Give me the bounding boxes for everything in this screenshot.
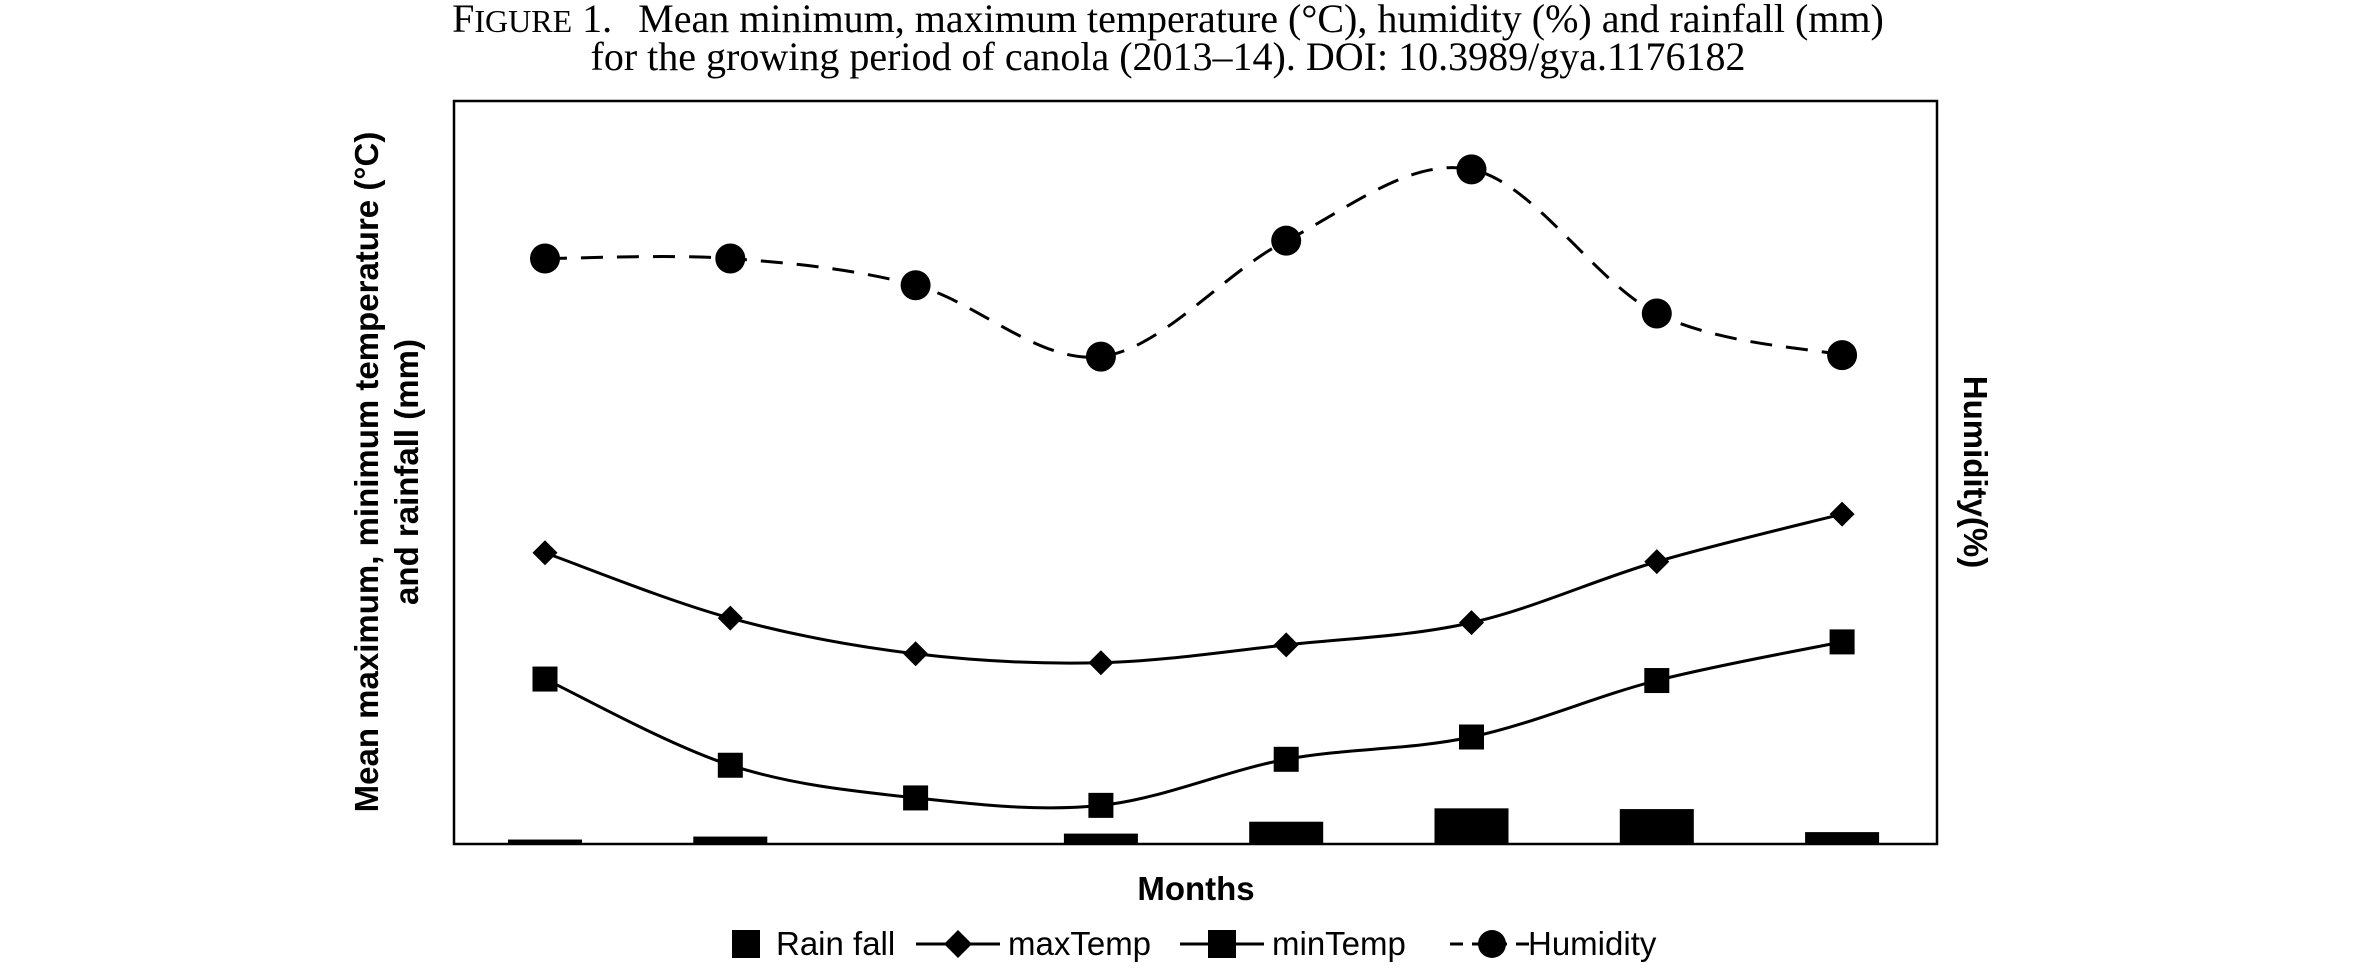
rain-fall-bar [1434, 808, 1509, 844]
maxtemp-point [1088, 650, 1114, 676]
y-axis-label-left-line2: and rainfall (mm) [388, 339, 425, 605]
rain-fall-bar [1619, 809, 1694, 844]
mintemp-point [1273, 746, 1299, 772]
x-axis-label: Months [1137, 870, 1254, 907]
rain-fall-bar [1249, 821, 1324, 844]
legend-humidity-marker [1478, 930, 1506, 958]
humidity-point [1827, 340, 1858, 371]
maxtemp-point [532, 540, 558, 566]
maxtemp-point [717, 605, 743, 631]
maxtemp-point [903, 641, 929, 667]
y-axis-label-left-line1: Mean maximum, minimum temperature (°C) [348, 132, 385, 813]
humidity-point [1641, 298, 1672, 329]
mintemp-point [1088, 792, 1114, 818]
mintemp-point [1459, 724, 1484, 750]
rain-fall-bar [508, 839, 582, 844]
rainfall-bars [508, 808, 1880, 844]
y-axis-label-right: Humidity(%) [1957, 376, 1994, 569]
legend-mintemp-marker [1208, 930, 1236, 958]
maxtemp-point [1459, 610, 1484, 636]
maxtemp-point [1273, 632, 1299, 658]
mintemp-point [532, 666, 558, 692]
legend-rain-fall-label: Rain fall [776, 925, 895, 962]
humidity-point [715, 243, 746, 274]
legend: Rain fall maxTemp minTemp Humidity [732, 925, 1657, 962]
mintemp-point [717, 752, 743, 778]
plot-frame [452, 99, 1939, 846]
legend-rain-fall-swatch [732, 930, 760, 958]
maxtemp-point [1829, 501, 1855, 527]
mintemp-point [1829, 629, 1855, 655]
series-markers [530, 154, 1858, 818]
maxtemp-line [544, 512, 1843, 665]
humidity-point [1085, 341, 1116, 372]
figure-caption-line2: for the growing period of canola (2013–1… [591, 34, 1746, 79]
humidity-line [544, 166, 1843, 359]
figure-label: FIGURE 1. [452, 0, 612, 41]
humidity-point [1271, 225, 1302, 256]
humidity-point [1456, 154, 1487, 185]
legend-humidity-label: Humidity [1528, 925, 1657, 962]
legend-maxtemp-marker [944, 930, 972, 958]
humidity-point [900, 270, 931, 301]
figure-caption-line1: FIGURE 1. Mean minimum, maximum temperatu… [452, 0, 1884, 41]
mintemp-line [544, 640, 1843, 810]
rain-fall-bar [1805, 832, 1880, 844]
legend-maxtemp-label: maxTemp [1008, 925, 1151, 962]
humidity-point [530, 243, 560, 274]
rain-fall-bar [693, 836, 768, 844]
rain-fall-bar [1063, 833, 1138, 844]
maxtemp-point [1644, 549, 1670, 575]
legend-mintemp-label: minTemp [1272, 925, 1406, 962]
mintemp-point [903, 785, 929, 811]
mintemp-point [1644, 668, 1670, 694]
